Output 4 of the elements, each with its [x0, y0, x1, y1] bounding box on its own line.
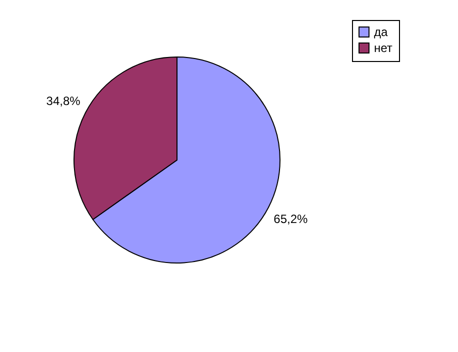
data-label: 65,2%: [274, 212, 308, 226]
legend-label: нет: [374, 41, 393, 55]
legend-label: да: [374, 25, 388, 39]
data-label: 34,8%: [46, 94, 81, 108]
